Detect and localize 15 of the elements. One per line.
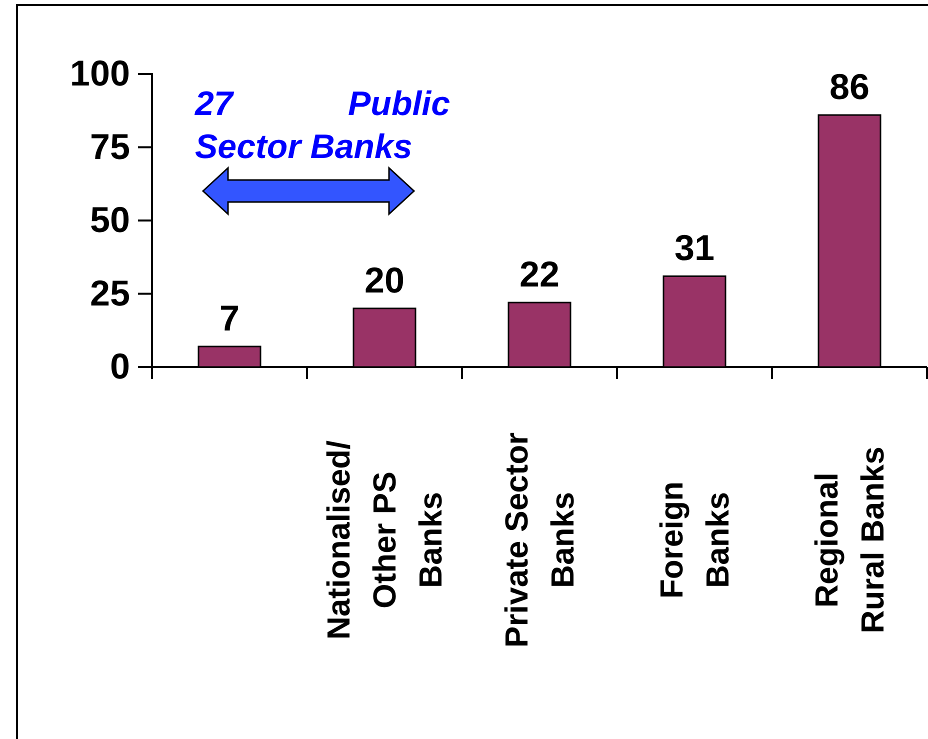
y-tick-label: 25: [90, 272, 130, 314]
y-tick-label: 100: [70, 52, 130, 94]
y-tick-label: 0: [110, 346, 130, 387]
x-tick-label: Private Sector Banks: [498, 432, 580, 648]
data-label: 86: [829, 66, 870, 108]
data-label: 22: [519, 254, 560, 295]
x-tick-label: Regional Rural Banks: [808, 446, 890, 634]
x-tick-label: Foreign Banks: [654, 481, 736, 599]
data-label: 31: [674, 227, 715, 268]
y-tick-label: 50: [90, 199, 130, 240]
x-tick-label: Nationalised/ Other PS Banks: [320, 440, 448, 640]
data-label: 20: [364, 259, 405, 300]
text: 27 Public Sector Banks: [195, 85, 450, 166]
data-label: 7: [219, 297, 240, 338]
y-tick-label: 75: [90, 126, 130, 167]
